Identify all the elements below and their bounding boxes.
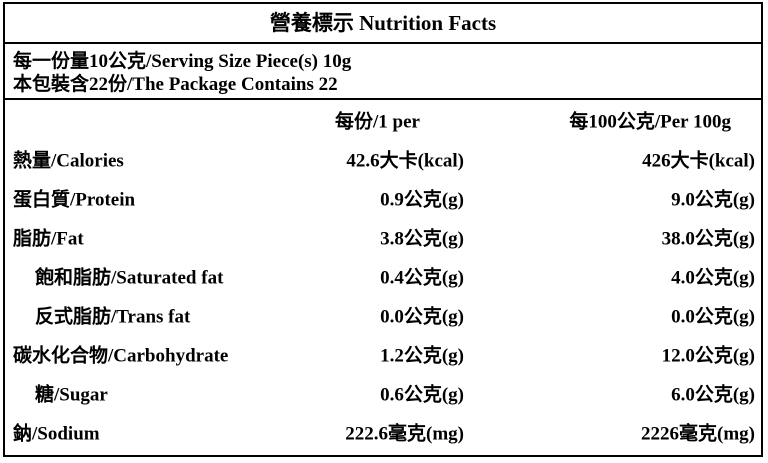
nutrient-value: 426大卡(kcal)	[642, 150, 755, 171]
header-row: 每份/1 per 每100公克/Per 100g	[5, 100, 761, 139]
nutrient-row: 鈉/Sodium 222.6毫克(mg) 2226毫克(mg)	[5, 412, 761, 451]
nutrient-name: 蛋白質/Protein	[13, 189, 136, 210]
nutrient-value: 42.6大卡(kcal)	[346, 150, 464, 171]
nutrient-row: 熱量/Calories 42.6大卡(kcal) 426大卡(kcal)	[5, 139, 761, 178]
nutrition-panel: 營養標示 Nutrition Facts 每一份量10公克/Serving Si…	[3, 2, 763, 457]
nutrient-value: 1.2公克(g)	[380, 345, 464, 366]
nutrient-name: 熱量/Calories	[13, 150, 124, 171]
nutrient-value: 3.8公克(g)	[380, 228, 464, 249]
nutrient-value: 12.0公克(g)	[661, 345, 755, 366]
nutrient-value: 9.0公克(g)	[671, 189, 755, 210]
nutrient-value: 222.6毫克(mg)	[345, 423, 464, 444]
column-header: 每份/1 per	[335, 111, 420, 132]
nutrient-row: 反式脂肪/Trans fat 0.0公克(g) 0.0公克(g)	[5, 295, 761, 334]
nutrient-name: 脂肪/Fat	[13, 228, 84, 249]
nutrient-row: 飽和脂肪/Saturated fat 0.4公克(g) 4.0公克(g)	[5, 256, 761, 295]
serving-size: 每一份量10公克/Serving Size Piece(s) 10g	[13, 51, 352, 72]
nutrient-name: 糖/Sugar	[35, 384, 108, 405]
nutrient-name: 飽和脂肪/Saturated fat	[35, 267, 224, 288]
nutrient-value: 0.0公克(g)	[380, 306, 464, 327]
column-header: 每100公克/Per 100g	[569, 111, 731, 132]
nutrient-row: 脂肪/Fat 3.8公克(g) 38.0公克(g)	[5, 217, 761, 256]
nutrient-value: 2226毫克(mg)	[641, 423, 755, 444]
nutrient-value: 0.0公克(g)	[671, 306, 755, 327]
serving-info: 每一份量10公克/Serving Size Piece(s) 10g 本包裝含2…	[5, 44, 761, 100]
nutrient-name: 鈉/Sodium	[13, 423, 100, 444]
rows: 熱量/Calories 42.6大卡(kcal) 426大卡(kcal) 蛋白質/Pr…	[5, 139, 761, 451]
nutrient-value: 0.6公克(g)	[380, 384, 464, 405]
title: 營養標示 Nutrition Facts	[5, 4, 761, 44]
nutrient-row: 碳水化合物/Carbohydrate 1.2公克(g) 12.0公克(g)	[5, 334, 761, 373]
nutrient-name: 反式脂肪/Trans fat	[35, 306, 191, 327]
nutrient-row: 糖/Sugar 0.6公克(g) 6.0公克(g)	[5, 373, 761, 412]
package-count: 本包裝含22份/The Package Contains 22	[13, 74, 338, 95]
nutrient-value: 0.9公克(g)	[380, 189, 464, 210]
nutrient-value: 0.4公克(g)	[380, 267, 464, 288]
nutrient-value: 38.0公克(g)	[661, 228, 755, 249]
nutrient-value: 4.0公克(g)	[671, 267, 755, 288]
nutrient-name: 碳水化合物/Carbohydrate	[13, 345, 229, 366]
nutrient-value: 6.0公克(g)	[671, 384, 755, 405]
nutrient-row: 蛋白質/Protein 0.9公克(g) 9.0公克(g)	[5, 178, 761, 217]
